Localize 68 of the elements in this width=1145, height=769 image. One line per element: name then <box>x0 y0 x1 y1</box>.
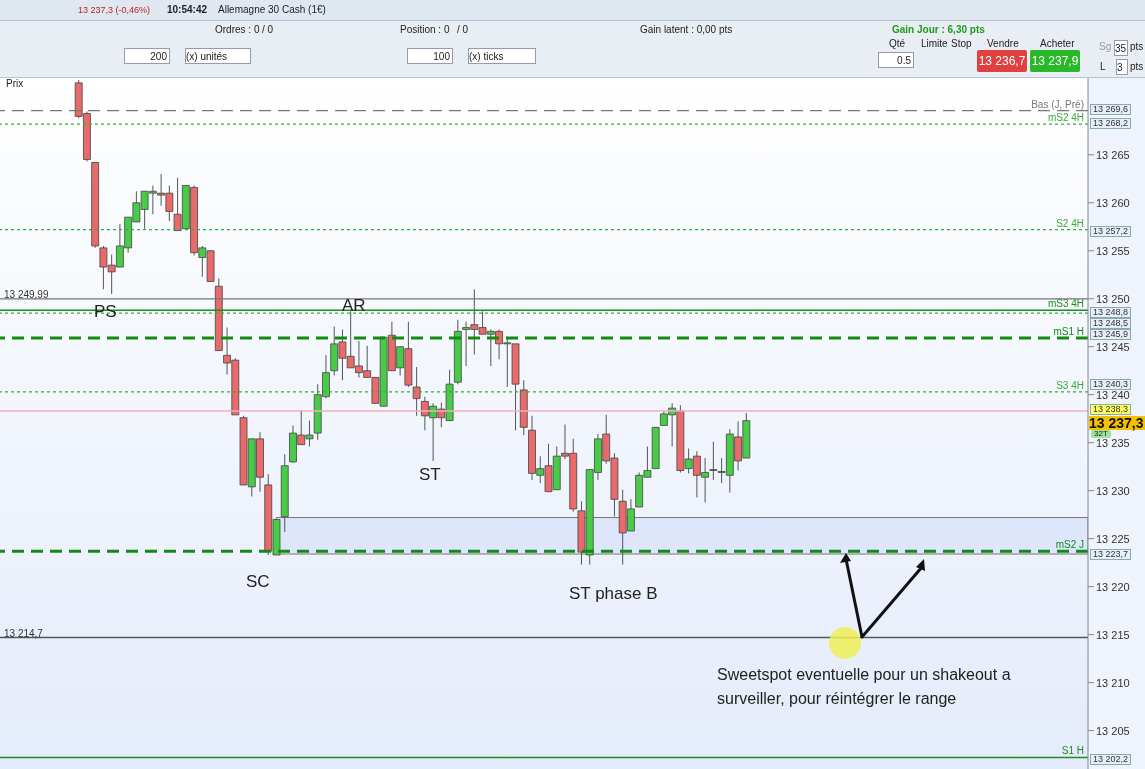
y-tick-label: 13 210 <box>1096 676 1130 689</box>
text: 13 240,3 <box>1090 379 1132 390</box>
ref-line-label: S1 H <box>1061 745 1084 757</box>
text: 100 <box>407 48 453 64</box>
text: 200 <box>124 48 170 64</box>
ref-line-label: Bas (J, Pré) <box>1031 98 1084 110</box>
text: 13 268,2 <box>1090 118 1132 129</box>
annotation: ST phase B <box>569 584 658 604</box>
text: 3 <box>1116 59 1128 75</box>
y-tick-label: 13 215 <box>1096 628 1130 641</box>
ref-line-label: mS2 4H <box>1047 112 1084 124</box>
text: 32T <box>1091 429 1111 438</box>
text: 10:54:42 <box>167 4 208 15</box>
text: Gain Jour : 6,30 pts <box>892 24 985 35</box>
y-tick-label: 13 255 <box>1096 244 1130 257</box>
text: (x) unités <box>185 48 251 64</box>
text: 13 248,5 <box>1090 318 1132 329</box>
text: 13 237,9 <box>1030 50 1080 72</box>
text: 13 245,9 <box>1090 329 1132 340</box>
annotation: Sweetspot eventuelle pour un shakeout a surveiller, pour réintégrer le range <box>717 665 1012 709</box>
text: Gain latent : 0,00 pts <box>640 24 733 35</box>
chart-title: Allemagne 30 Cash (1€) <box>218 4 326 15</box>
candlestick <box>709 441 718 481</box>
text: Acheter <box>1040 38 1075 49</box>
text: (x) ticks <box>468 48 536 64</box>
y-tick-label: 13 220 <box>1096 580 1130 593</box>
ref-line-label: mS3 4H <box>1047 298 1084 310</box>
annotation: Prix <box>6 78 24 89</box>
text: L <box>1100 61 1106 72</box>
text: / 0 <box>262 24 274 35</box>
text: 13 236,7 <box>977 50 1027 72</box>
text: Stop <box>951 38 972 49</box>
y-tick-label: 13 225 <box>1096 532 1130 545</box>
text: 13 223,7 <box>1090 549 1132 560</box>
text: 35 <box>1114 40 1128 56</box>
text: 13 248,8 <box>1090 307 1132 318</box>
ref-line-label: S3 4H <box>1056 379 1084 391</box>
text: 0.5 <box>878 52 914 68</box>
y-tick-label: 13 250 <box>1096 292 1130 305</box>
annotation: 13 249,99 <box>4 289 49 300</box>
y-tick-label: 13 260 <box>1096 196 1130 209</box>
chart-subtitle: 13 237,3 (-0,46%) <box>78 5 151 15</box>
text: Qté <box>889 38 906 49</box>
text: 13 269,6 <box>1090 104 1132 115</box>
y-tick-label: 13 245 <box>1096 340 1130 353</box>
text: 13 202,2 <box>1090 754 1132 765</box>
ref-line-label: mS1 H <box>1053 326 1084 338</box>
text: Ordres : 0 <box>215 24 260 35</box>
text: Position : 0 <box>400 24 450 35</box>
annotation: ST <box>419 465 441 485</box>
annotation: 13 214,7 <box>4 628 43 639</box>
text: 13 237,3 <box>1089 415 1145 431</box>
y-tick-label: 13 235 <box>1096 436 1130 449</box>
text: Limite <box>921 38 948 49</box>
ref-line-label: mS2 J <box>1055 539 1084 551</box>
text: Sg <box>1099 41 1112 52</box>
text: pts <box>1130 61 1144 72</box>
y-tick-label: 13 240 <box>1096 388 1130 401</box>
annotation: SC <box>246 572 270 592</box>
text: 13 257,2 <box>1090 226 1132 237</box>
text: pts <box>1130 41 1144 52</box>
y-tick-label: 13 230 <box>1096 484 1130 497</box>
y-tick-label: 13 205 <box>1096 724 1130 737</box>
text: Vendre <box>987 38 1019 49</box>
text: / 0 <box>457 24 469 35</box>
y-tick-label: 13 265 <box>1096 148 1130 161</box>
ref-line-label: S2 4H <box>1056 217 1084 229</box>
text: 13 238,3 <box>1090 404 1132 415</box>
